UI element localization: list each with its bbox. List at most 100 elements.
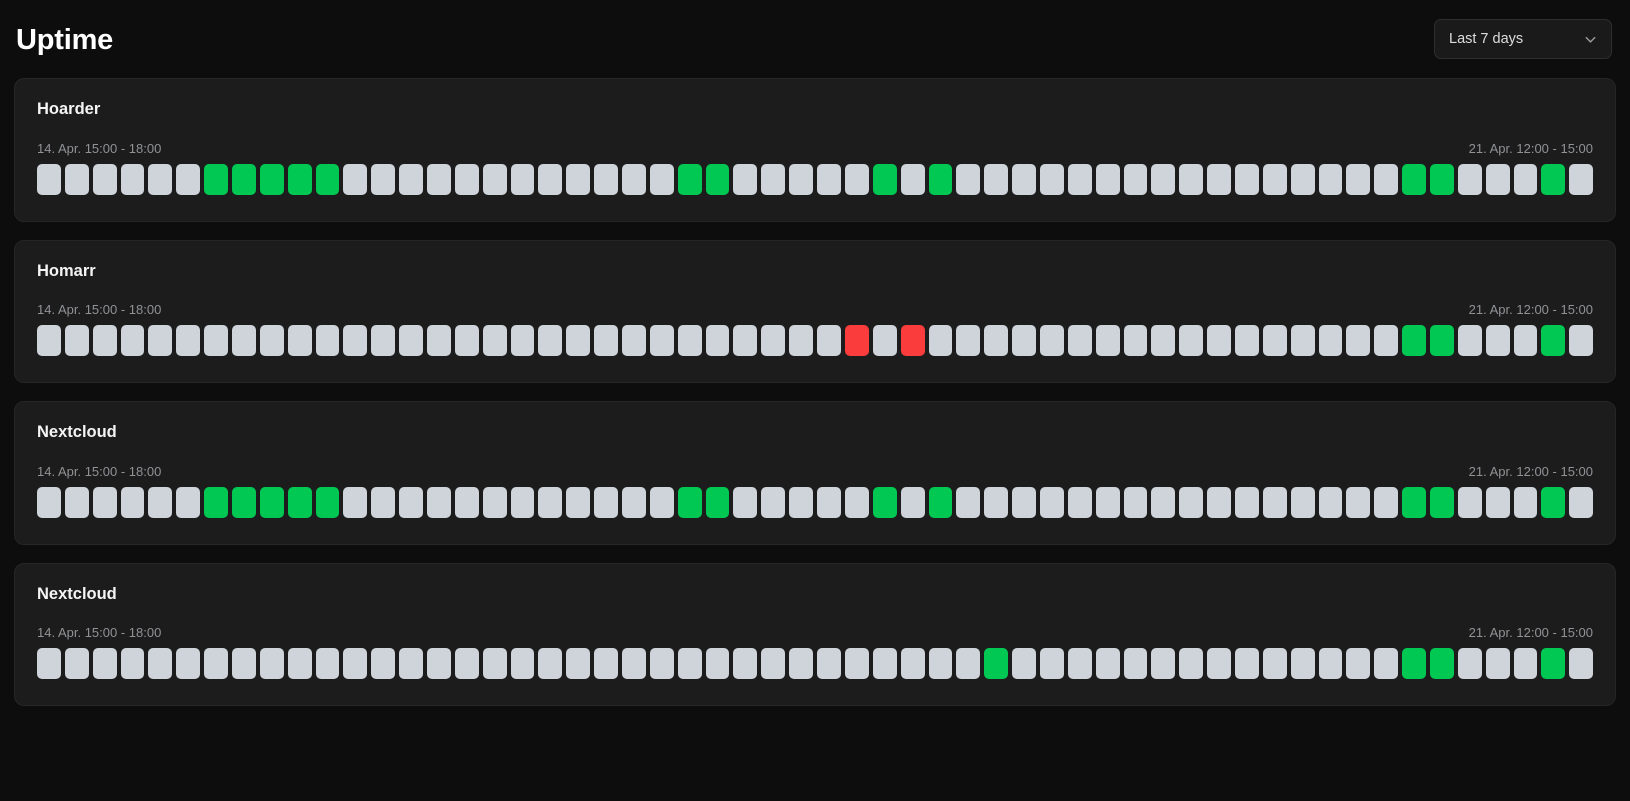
uptime-bar[interactable]: [1039, 486, 1064, 518]
uptime-bar[interactable]: [1457, 486, 1482, 518]
uptime-bar[interactable]: [399, 486, 424, 518]
uptime-bar[interactable]: [1374, 648, 1399, 679]
uptime-bar[interactable]: [677, 163, 702, 195]
uptime-bar[interactable]: [1569, 486, 1594, 518]
uptime-bar[interactable]: [844, 648, 869, 679]
uptime-bar[interactable]: [1012, 486, 1036, 518]
uptime-bar[interactable]: [761, 325, 786, 356]
uptime-bar[interactable]: [872, 325, 897, 356]
uptime-bar[interactable]: [148, 163, 173, 195]
uptime-bar[interactable]: [566, 163, 591, 195]
uptime-bar[interactable]: [343, 648, 368, 679]
uptime-bar[interactable]: [984, 163, 1009, 195]
uptime-bar[interactable]: [1541, 486, 1566, 518]
uptime-bar[interactable]: [928, 486, 953, 518]
uptime-bar[interactable]: [789, 163, 814, 195]
uptime-bar[interactable]: [287, 325, 312, 356]
uptime-bar[interactable]: [259, 325, 284, 356]
uptime-bar[interactable]: [454, 325, 479, 356]
uptime-bar[interactable]: [1429, 648, 1454, 679]
uptime-bar[interactable]: [259, 648, 284, 679]
uptime-bar[interactable]: [622, 163, 646, 195]
uptime-bar[interactable]: [1123, 648, 1148, 679]
uptime-bar[interactable]: [1207, 648, 1231, 679]
uptime-bar[interactable]: [315, 648, 340, 679]
uptime-bar[interactable]: [315, 163, 340, 195]
uptime-bar[interactable]: [928, 648, 953, 679]
uptime-bar[interactable]: [677, 486, 702, 518]
uptime-bar[interactable]: [1290, 325, 1315, 356]
uptime-bar[interactable]: [204, 325, 229, 356]
uptime-bar[interactable]: [1569, 325, 1594, 356]
uptime-bar[interactable]: [1039, 163, 1064, 195]
uptime-bar[interactable]: [1569, 648, 1594, 679]
uptime-bar[interactable]: [1123, 486, 1148, 518]
uptime-bar[interactable]: [1374, 163, 1399, 195]
uptime-bar[interactable]: [120, 163, 145, 195]
uptime-bar[interactable]: [1067, 163, 1092, 195]
uptime-bar[interactable]: [232, 648, 256, 679]
uptime-bar[interactable]: [956, 486, 981, 518]
uptime-bar[interactable]: [594, 325, 619, 356]
uptime-bar[interactable]: [789, 486, 814, 518]
uptime-bar[interactable]: [1513, 486, 1538, 518]
uptime-bar[interactable]: [984, 486, 1009, 518]
uptime-bar[interactable]: [427, 486, 451, 518]
uptime-bar[interactable]: [1402, 486, 1426, 518]
uptime-bar[interactable]: [844, 163, 869, 195]
uptime-bar[interactable]: [371, 325, 396, 356]
uptime-bar[interactable]: [64, 325, 89, 356]
uptime-bar[interactable]: [566, 648, 591, 679]
uptime-bar[interactable]: [705, 648, 730, 679]
uptime-bar[interactable]: [956, 325, 981, 356]
uptime-bar[interactable]: [399, 163, 424, 195]
uptime-bar[interactable]: [399, 325, 424, 356]
uptime-bar[interactable]: [92, 486, 117, 518]
uptime-bar[interactable]: [1151, 325, 1176, 356]
uptime-bar[interactable]: [64, 486, 89, 518]
uptime-bar[interactable]: [817, 648, 841, 679]
uptime-bar[interactable]: [148, 325, 173, 356]
uptime-bar[interactable]: [594, 486, 619, 518]
uptime-bar[interactable]: [817, 163, 841, 195]
uptime-bar[interactable]: [1234, 163, 1259, 195]
uptime-bar[interactable]: [1318, 163, 1343, 195]
uptime-bar[interactable]: [1262, 163, 1287, 195]
uptime-bar[interactable]: [1067, 325, 1092, 356]
uptime-bar[interactable]: [1179, 325, 1204, 356]
uptime-bar[interactable]: [594, 163, 619, 195]
uptime-bar[interactable]: [427, 163, 451, 195]
uptime-bar[interactable]: [649, 486, 674, 518]
uptime-bar[interactable]: [844, 486, 869, 518]
uptime-bar[interactable]: [1485, 486, 1510, 518]
uptime-bar[interactable]: [1513, 325, 1538, 356]
uptime-bar[interactable]: [844, 325, 869, 356]
uptime-bar[interactable]: [399, 648, 424, 679]
uptime-bar[interactable]: [343, 486, 368, 518]
uptime-bar[interactable]: [1123, 163, 1148, 195]
uptime-bar[interactable]: [538, 163, 563, 195]
uptime-bar[interactable]: [510, 163, 535, 195]
uptime-bar[interactable]: [1012, 163, 1036, 195]
uptime-bar[interactable]: [538, 486, 563, 518]
uptime-bar[interactable]: [1234, 486, 1259, 518]
uptime-bar[interactable]: [259, 163, 284, 195]
uptime-bar[interactable]: [510, 325, 535, 356]
uptime-bar[interactable]: [1457, 648, 1482, 679]
uptime-bar[interactable]: [232, 325, 256, 356]
uptime-bar[interactable]: [1095, 163, 1120, 195]
uptime-bar[interactable]: [872, 163, 897, 195]
uptime-bar[interactable]: [1429, 163, 1454, 195]
uptime-bar[interactable]: [176, 648, 201, 679]
uptime-bar[interactable]: [232, 486, 256, 518]
uptime-bar[interactable]: [1374, 325, 1399, 356]
uptime-bar[interactable]: [1429, 325, 1454, 356]
uptime-bar[interactable]: [733, 163, 758, 195]
uptime-bar[interactable]: [64, 163, 89, 195]
uptime-bar[interactable]: [1179, 163, 1204, 195]
uptime-bar[interactable]: [315, 486, 340, 518]
uptime-bar[interactable]: [1346, 648, 1371, 679]
uptime-bar[interactable]: [872, 486, 897, 518]
uptime-bar[interactable]: [120, 325, 145, 356]
uptime-bar[interactable]: [817, 486, 841, 518]
